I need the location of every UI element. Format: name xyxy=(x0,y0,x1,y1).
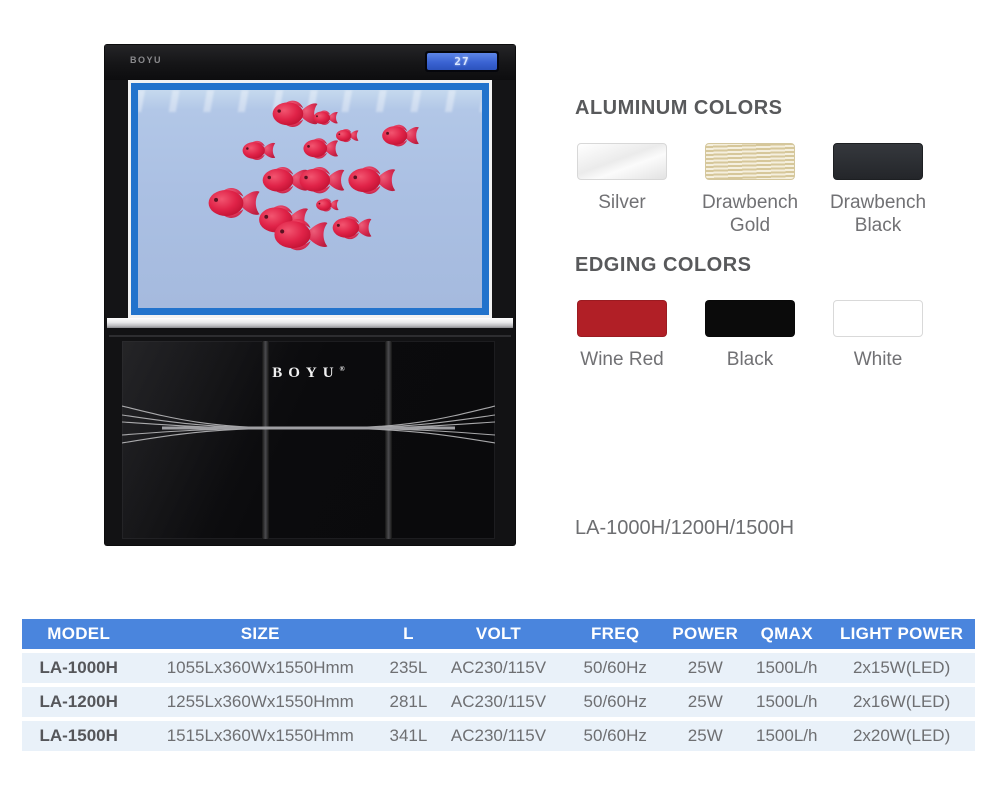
spec-cell: 25W xyxy=(665,653,746,683)
water-surface-glint xyxy=(138,90,482,112)
brand-logo-top: BOYU xyxy=(130,55,163,65)
red-fish xyxy=(242,140,276,161)
spec-cell: 235L xyxy=(385,653,432,683)
spec-cell: 2x16W(LED) xyxy=(828,687,975,717)
spec-cell: 341L xyxy=(385,721,432,751)
table-header-row: MODEL SIZE L VOLT FREQ POWER QMAX LIGHT POWER xyxy=(22,619,975,649)
aluminum-swatch-cell: Drawbench Gold xyxy=(686,143,814,237)
model-cell: LA-1200H xyxy=(22,687,136,717)
table-row: LA-1000H 1055Lx360Wx1550Hmm 235L AC230/115V… xyxy=(22,653,975,683)
swatch-label: Black xyxy=(726,349,774,370)
door-sheen xyxy=(122,341,346,539)
model-cell: LA-1500H xyxy=(22,721,136,751)
model-numbers: LA-1000H/1200H/1500H xyxy=(575,517,795,539)
cabinet-top-line xyxy=(109,335,511,337)
cabinet-silver-trim xyxy=(107,318,513,328)
red-fish xyxy=(299,166,345,194)
spec-cell: 50/60Hz xyxy=(565,721,666,751)
swatch-label: Silver xyxy=(598,192,646,213)
model-cell: LA-1000H xyxy=(22,653,136,683)
spec-cell: 1515Lx360Wx1550Hmm xyxy=(135,721,386,751)
door-divider-right xyxy=(385,341,392,539)
edging-swatch-cell: White xyxy=(814,300,942,371)
spec-cell: 50/60Hz xyxy=(565,653,666,683)
spec-cell: AC230/115V xyxy=(431,653,566,683)
aluminum-swatch-row: Silver Drawbench Gold Drawbench Black xyxy=(558,143,942,237)
red-fish xyxy=(272,100,318,127)
spec-cell: 25W xyxy=(665,687,746,717)
edging-swatch-row: Wine Red Black White xyxy=(558,300,942,371)
swatch-label: Drawbench Gold xyxy=(701,192,799,236)
red-fish xyxy=(208,187,260,218)
red-fish xyxy=(336,128,359,143)
column-header-model: MODEL xyxy=(22,619,136,649)
red-fish xyxy=(303,138,339,159)
red-fish xyxy=(274,219,328,251)
edging-swatch-cell: Wine Red xyxy=(558,300,686,371)
edging-swatch-cell: Black xyxy=(686,300,814,371)
spec-cell: 1500L/h xyxy=(745,721,829,751)
table-row: LA-1200H 1255Lx360Wx1550Hmm 281L AC230/115V… xyxy=(22,687,975,717)
door-divider-left xyxy=(262,341,269,539)
cabinet-doors: BOYU® xyxy=(122,341,495,539)
red-fish xyxy=(316,198,339,212)
temperature-display: 27 xyxy=(425,51,499,72)
brand-logo-cabinet: BOYU® xyxy=(272,365,345,381)
spec-cell: 1255Lx360Wx1550Hmm xyxy=(135,687,386,717)
red-fish xyxy=(332,216,372,240)
edging-colors-heading: EDGING COLORS xyxy=(575,254,752,276)
aquarium-top-band: BOYU 27 xyxy=(105,45,515,80)
aluminum-swatch-drawbench-gold xyxy=(705,143,795,180)
aluminum-swatch-silver xyxy=(577,143,667,180)
aquarium-cabinet: BOYU® xyxy=(105,328,515,545)
spec-cell: 1500L/h xyxy=(745,653,829,683)
red-fish xyxy=(313,110,338,125)
spec-cell: 1500L/h xyxy=(745,687,829,717)
spec-cell: 1055Lx360Wx1550Hmm xyxy=(135,653,386,683)
spec-cell: 2x20W(LED) xyxy=(828,721,975,751)
swatch-label: Drawbench Black xyxy=(829,192,927,236)
tank-water xyxy=(131,83,489,315)
colors-panel: ALUMINUM COLORS Silver Drawbench Gold Draw… xyxy=(558,97,958,567)
aluminum-colors-heading: ALUMINUM COLORS xyxy=(575,97,783,119)
column-header-light-power: LIGHT POWER xyxy=(828,619,975,649)
column-header-volt: VOLT xyxy=(431,619,566,649)
red-fish xyxy=(382,124,419,147)
red-fish xyxy=(348,166,396,194)
edging-swatch-white xyxy=(833,300,923,337)
edging-swatch-wine-red xyxy=(577,300,667,337)
edging-swatch-black xyxy=(705,300,795,337)
spec-cell: 50/60Hz xyxy=(565,687,666,717)
column-header-qmax: QMAX xyxy=(745,619,829,649)
aluminum-swatch-cell: Drawbench Black xyxy=(814,143,942,237)
table-row: LA-1500H 1515Lx360Wx1550Hmm 341L AC230/115V… xyxy=(22,721,975,751)
column-header-power: POWER xyxy=(665,619,746,649)
swatch-label: White xyxy=(853,349,903,370)
cabinet-decor-lines xyxy=(122,405,495,444)
spec-cell: 281L xyxy=(385,687,432,717)
spec-cell: 25W xyxy=(665,721,746,751)
column-header-l: L xyxy=(385,619,432,649)
temperature-value: 27 xyxy=(427,53,497,70)
column-header-freq: FREQ xyxy=(565,619,666,649)
spec-table: MODEL SIZE L VOLT FREQ POWER QMAX LIGHT POWER LA… xyxy=(22,615,975,755)
aluminum-swatch-cell: Silver xyxy=(558,143,686,237)
spec-cell: AC230/115V xyxy=(431,687,566,717)
spec-cell: 2x15W(LED) xyxy=(828,653,975,683)
column-header-size: SIZE xyxy=(135,619,386,649)
aluminum-swatch-drawbench-black xyxy=(833,143,923,180)
red-fish-school xyxy=(208,100,419,251)
fish-tank xyxy=(128,80,492,318)
spec-cell: AC230/115V xyxy=(431,721,566,751)
aquarium-product-image: BOYU 27 xyxy=(105,45,515,545)
swatch-label: Wine Red xyxy=(580,349,664,370)
